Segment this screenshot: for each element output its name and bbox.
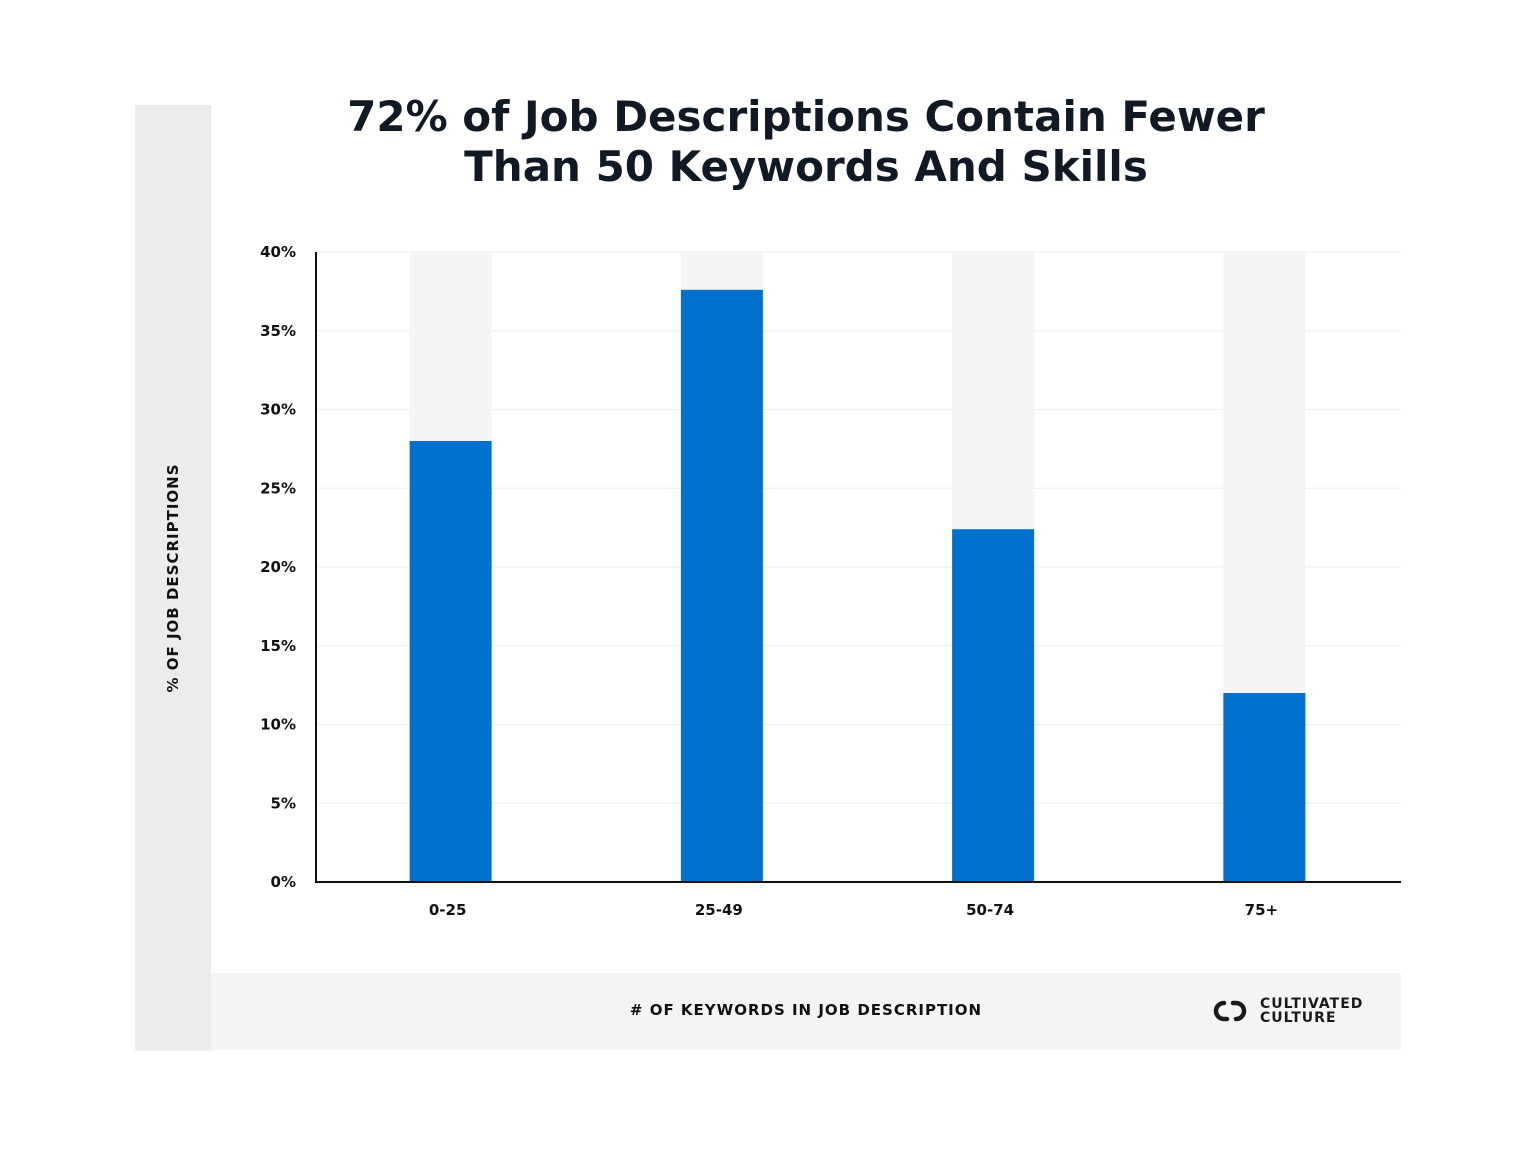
- y-tick-label: 20%: [260, 558, 296, 576]
- y-tick-label: 0%: [271, 873, 296, 891]
- title-line-1: 72% of Job Descriptions Contain Fewer: [347, 92, 1265, 141]
- y-axis-band: [135, 105, 211, 1051]
- chain-link-icon: [1213, 1000, 1247, 1022]
- brand-name-line-1: CULTIVATED: [1260, 996, 1364, 1012]
- x-tick-label: 25-49: [695, 901, 743, 919]
- x-tick-label: 50-74: [966, 901, 1014, 919]
- chart-title: 72% of Job Descriptions Contain Fewer Th…: [211, 92, 1401, 192]
- y-tick-label: 15%: [260, 637, 296, 655]
- y-tick-label: 10%: [260, 716, 296, 734]
- bar: [680, 289, 763, 882]
- y-tick-label: 25%: [260, 479, 296, 497]
- bar: [952, 529, 1035, 882]
- brand-logo: CULTIVATED CULTURE: [1210, 996, 1363, 1026]
- x-tick-label: 75+: [1245, 901, 1278, 919]
- x-axis-band: [211, 973, 1401, 1050]
- bar: [1223, 693, 1306, 882]
- x-axis-label: # OF KEYWORDS IN JOB DESCRIPTION: [629, 1001, 983, 1019]
- title-line-2: Than 50 Keywords And Skills: [464, 142, 1148, 191]
- bar: [409, 441, 492, 882]
- y-tick-label: 30%: [260, 401, 296, 419]
- brand-name-line-2: CULTURE: [1260, 1010, 1337, 1026]
- x-tick-label: 0-25: [429, 901, 467, 919]
- y-tick-label: 35%: [260, 322, 296, 340]
- y-tick-label: 5%: [271, 794, 296, 812]
- y-tick-label: 40%: [260, 243, 296, 261]
